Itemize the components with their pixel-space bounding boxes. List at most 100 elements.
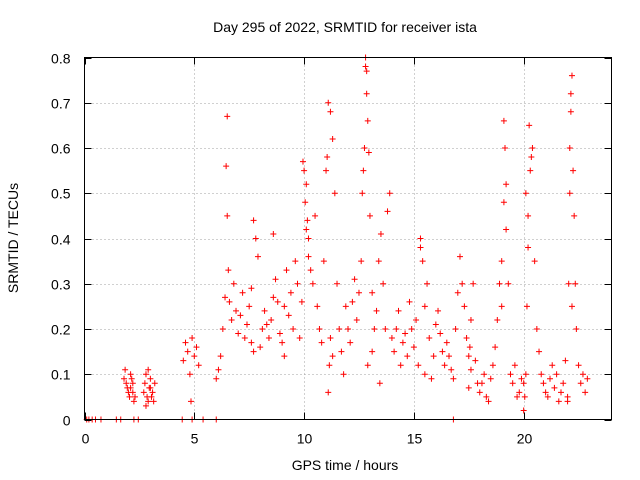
data-point	[466, 344, 473, 351]
data-point	[521, 393, 528, 400]
data-point	[325, 389, 332, 396]
data-point	[127, 384, 134, 391]
data-point	[441, 362, 448, 369]
data-point	[225, 267, 232, 274]
data-point	[507, 371, 514, 378]
data-point	[186, 371, 193, 378]
y-tick-label: 0.5	[51, 186, 71, 202]
data-point	[544, 393, 551, 400]
data-points	[83, 54, 591, 423]
data-point	[307, 267, 314, 274]
data-point	[274, 298, 281, 305]
data-point	[301, 167, 308, 174]
data-point	[305, 253, 312, 260]
data-point	[584, 375, 591, 382]
data-point	[500, 199, 507, 206]
data-point	[312, 212, 319, 219]
data-point	[483, 393, 490, 400]
data-point	[148, 393, 155, 400]
data-point	[516, 389, 523, 396]
data-point	[355, 289, 362, 296]
data-point	[224, 113, 231, 120]
data-point	[303, 181, 310, 188]
data-point	[542, 389, 549, 396]
data-point	[503, 226, 510, 233]
x-tick-labels: 0 5 10 15 20	[82, 431, 533, 447]
data-point	[577, 380, 584, 387]
data-point	[270, 294, 277, 301]
data-point	[503, 181, 510, 188]
data-point	[349, 298, 356, 305]
data-point	[562, 357, 569, 364]
data-point	[149, 389, 156, 396]
data-point	[250, 348, 257, 355]
data-point	[147, 375, 154, 382]
data-point	[276, 330, 283, 337]
data-point	[402, 330, 409, 337]
data-point	[395, 307, 402, 314]
data-point	[358, 258, 365, 265]
data-point	[494, 316, 501, 323]
data-point	[142, 371, 149, 378]
data-point	[129, 380, 136, 387]
data-point	[252, 235, 259, 242]
data-point	[147, 384, 154, 391]
data-point	[540, 380, 547, 387]
data-point	[219, 326, 226, 332]
data-point	[314, 303, 321, 310]
data-point	[520, 407, 527, 414]
data-point	[303, 226, 310, 233]
data-point	[272, 276, 279, 283]
data-point	[323, 167, 330, 174]
data-point	[345, 326, 351, 332]
data-point	[443, 339, 450, 346]
data-point	[570, 167, 577, 174]
data-point	[290, 326, 297, 332]
data-point	[549, 362, 556, 369]
data-point	[128, 375, 135, 382]
data-point	[437, 330, 444, 337]
data-point	[340, 371, 347, 378]
data-point	[123, 380, 130, 387]
data-point	[448, 366, 455, 373]
data-point	[522, 190, 529, 197]
data-point	[265, 335, 272, 342]
data-point	[511, 362, 518, 369]
data-point	[522, 371, 529, 378]
data-point	[467, 366, 474, 373]
data-point	[432, 321, 439, 328]
data-point	[304, 217, 311, 224]
data-point	[142, 402, 149, 409]
data-point	[568, 303, 575, 310]
data-point	[496, 280, 503, 287]
data-point	[182, 339, 189, 346]
data-point	[575, 362, 582, 369]
data-point	[336, 326, 343, 332]
data-point	[520, 380, 527, 387]
data-point	[243, 321, 250, 328]
y-tick-label: 0.7	[51, 96, 71, 112]
data-point	[130, 398, 137, 405]
data-point	[121, 375, 128, 382]
data-point	[406, 298, 413, 305]
data-point	[324, 154, 331, 161]
data-point	[399, 339, 406, 346]
y-axis-label: SRMTID / TECUs	[5, 183, 21, 293]
data-point	[446, 353, 453, 360]
data-point	[476, 389, 483, 396]
data-point	[450, 375, 457, 382]
data-point	[525, 244, 532, 251]
data-point	[404, 353, 411, 360]
data-point	[360, 167, 367, 174]
data-point	[439, 348, 446, 355]
grid-layer	[84, 57, 612, 420]
data-point	[573, 326, 580, 332]
data-point	[421, 371, 428, 378]
data-point	[380, 280, 387, 287]
data-point	[241, 335, 248, 342]
data-point	[287, 289, 294, 296]
data-point	[485, 398, 492, 405]
data-point	[565, 280, 572, 287]
data-point	[364, 362, 371, 369]
